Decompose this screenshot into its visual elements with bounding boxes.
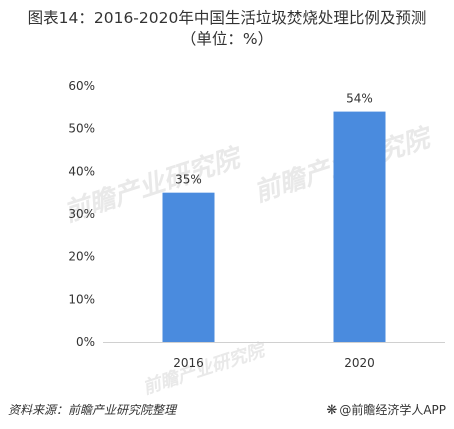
chart-title-line1: 图表14：2016-2020年中国生活垃圾焚烧处理比例及预测 <box>27 9 427 27</box>
data-label: 35% <box>175 173 202 187</box>
y-tick-label: 40% <box>68 164 95 178</box>
y-tick-label: 10% <box>68 292 95 306</box>
y-tick-label: 50% <box>68 122 95 136</box>
brand-credit: ❋ @前瞻经济学人APP <box>326 401 446 418</box>
y-tick-label: 0% <box>76 335 95 349</box>
x-tick-label: 2016 <box>173 356 204 370</box>
bar <box>162 192 215 342</box>
brand-text: @前瞻经济学人APP <box>339 403 446 417</box>
chart-title-line2: （单位：%） <box>180 30 274 48</box>
y-tick-label: 20% <box>68 250 95 264</box>
x-tick-label: 2020 <box>344 356 375 370</box>
footer: 资料来源：前瞻产业研究院整理 ❋ @前瞻经济学人APP <box>8 401 446 419</box>
qianzhan-logo-icon: ❋ <box>326 403 338 418</box>
source-note: 资料来源：前瞻产业研究院整理 <box>8 403 177 417</box>
data-label: 54% <box>346 92 373 106</box>
y-tick-label: 60% <box>68 79 95 93</box>
chart-title: 图表14：2016-2020年中国生活垃圾焚烧处理比例及预测 （单位：%） <box>0 8 454 50</box>
bar <box>333 111 386 342</box>
bar-chart: 0% 10% 20% 30% 40% 50% 60% 35% 2016 54% 2020 <box>68 79 445 370</box>
y-tick-label: 30% <box>68 207 95 221</box>
